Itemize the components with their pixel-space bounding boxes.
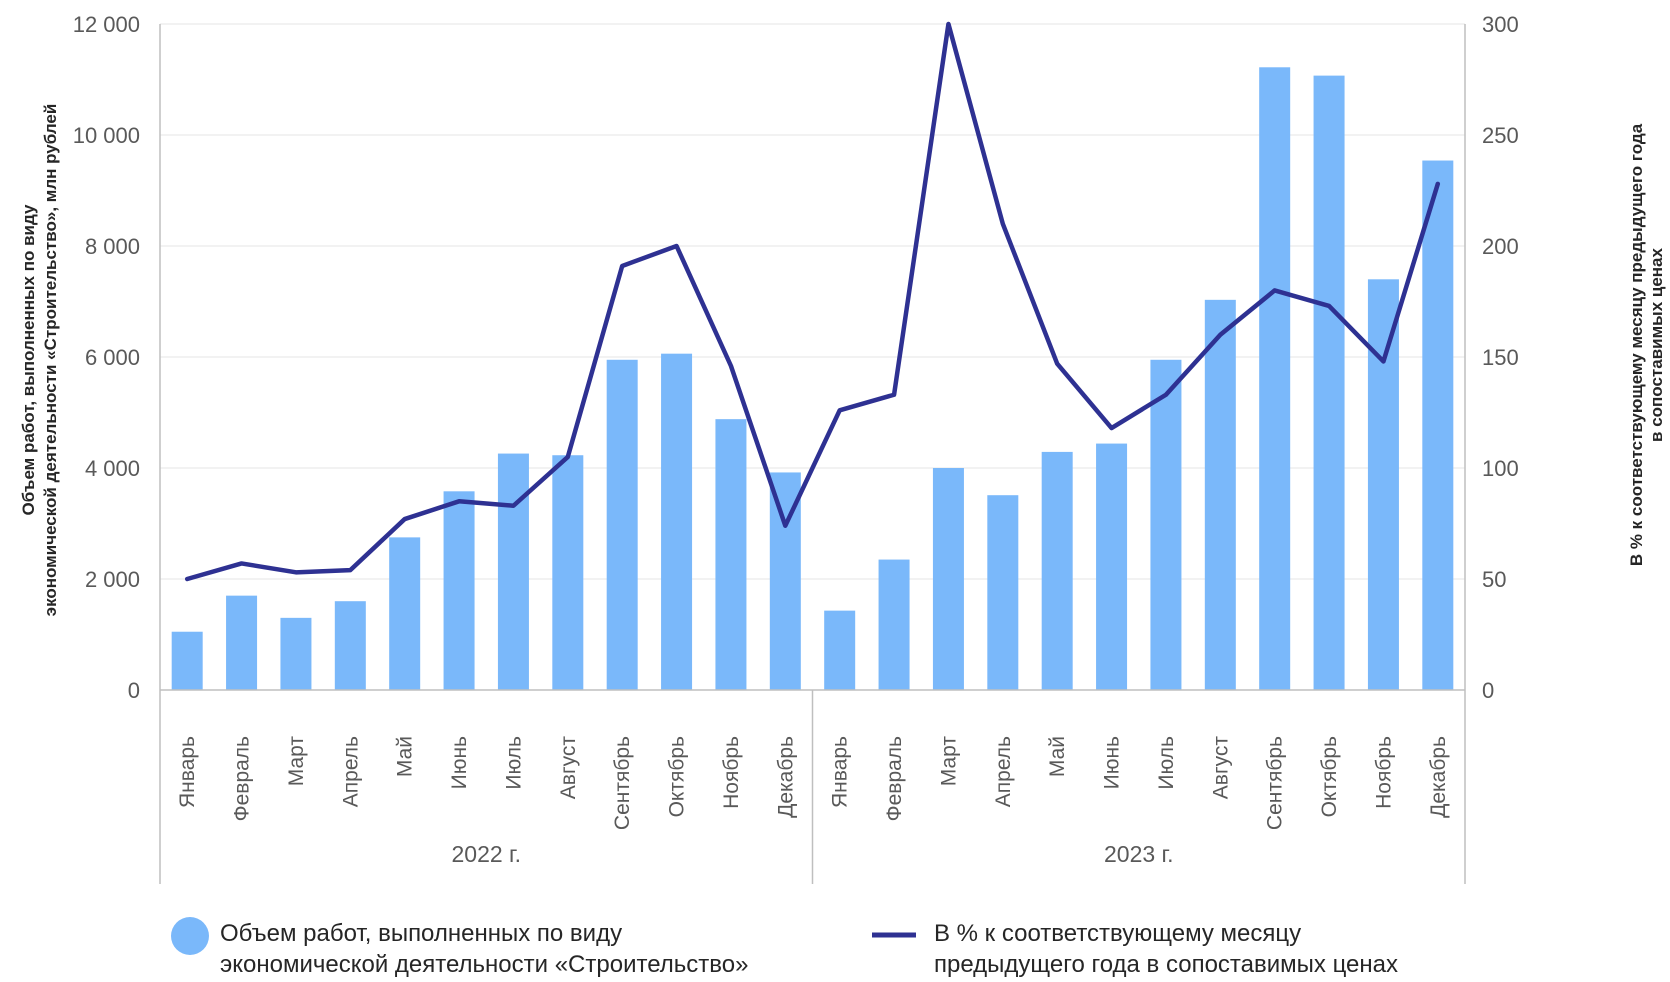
bar [443,491,475,690]
right-tick-label: 250 [1482,123,1519,148]
bar [932,468,964,690]
year-label: 2022 г. [451,841,521,867]
legend-line-line-1: В % к соответствующему месяцу [934,920,1302,947]
left-axis-ticks: 0 2 000 4 000 6 000 8 000 10 000 12 000 [73,12,140,703]
bar [715,419,747,690]
legend-bar-line-1: Объем работ, выполненных по виду [220,920,623,947]
month-label: Июль [1155,736,1178,790]
month-label: Сентябрь [611,736,634,830]
month-label: Август [557,736,580,800]
left-tick-label: 6 000 [85,345,140,370]
bar [1204,299,1236,690]
axes [159,24,1466,884]
legend-bar-line-2: экономической деятельности «Строительств… [220,951,749,978]
right-axis-title-line-1: В % к соответствующему месяцу предыдущег… [1627,123,1646,566]
right-tick-label: 100 [1482,456,1519,481]
month-label: Апрель [992,736,1015,807]
gridlines [160,23,1465,580]
bar [1150,359,1182,690]
month-label: Июнь [448,736,471,789]
left-tick-label: 10 000 [73,123,140,148]
bar [1367,279,1399,690]
month-label: Август [1209,736,1232,800]
bar [334,601,366,690]
left-axis-title-line-2: экономической деятельности «Строительств… [41,104,60,617]
month-label: Январь [829,736,852,808]
bar [1041,451,1073,690]
month-label: Октябрь [1318,736,1341,817]
month-label: Июль [502,736,525,790]
bar [497,453,529,690]
bar [606,359,638,690]
axis-titles: Объем работ, выполненных по виду экономич… [19,104,1666,617]
legend-line-line-2: предыдущего года в сопоставимых ценах [934,951,1399,978]
month-label: Февраль [883,736,906,821]
bar [280,617,312,690]
left-tick-label: 12 000 [73,12,140,37]
left-tick-label: 0 [128,678,140,703]
legend-line-label: В % к соответствующему месяцу предыдущег… [934,918,1398,980]
month-label: Октябрь [666,736,689,817]
bar [987,495,1019,690]
right-tick-label: 50 [1482,567,1506,592]
bar [661,353,693,690]
month-label: Апрель [339,736,362,807]
month-label: Январь [176,736,199,808]
right-axis-title-line-2: в сопоставимых ценах [1647,247,1666,441]
month-label: Ноябрь [720,736,743,809]
right-tick-label: 200 [1482,234,1519,259]
month-label: Ноябрь [1372,736,1395,809]
month-label: Декабрь [774,736,797,818]
x-axis-labels: 2022 г. 2023 г. Январь Февраль Март Апрель Май… [176,736,1450,867]
line-series [184,21,1441,582]
bar [552,455,584,690]
left-tick-label: 2 000 [85,567,140,592]
legend-bar-marker [171,917,209,955]
month-label: Март [285,736,308,787]
bar [824,610,856,690]
month-label: Июнь [1101,736,1124,789]
month-label: Март [937,736,960,787]
left-tick-label: 8 000 [85,234,140,259]
month-label: Декабрь [1427,736,1450,818]
bar-series [171,67,1454,691]
month-label: Сентябрь [1264,736,1287,830]
month-label: Февраль [231,736,254,821]
right-tick-label: 150 [1482,345,1519,370]
bar [1096,443,1128,690]
left-tick-label: 4 000 [85,456,140,481]
bar [1422,160,1454,690]
bar [1259,67,1291,691]
right-axis-ticks: 0 50 100 150 200 250 300 [1482,12,1519,703]
right-tick-label: 0 [1482,678,1494,703]
legend-line-marker [872,932,916,938]
bar [878,559,910,690]
line-path [184,21,1441,582]
left-axis-title-line-1: Объем работ, выполненных по виду [19,204,38,515]
bar [171,631,203,690]
bar [226,595,258,690]
right-tick-label: 300 [1482,12,1519,37]
legend-bar-label: Объем работ, выполненных по виду экономи… [220,918,748,980]
bar [1313,75,1345,691]
month-label: Май [1046,736,1069,777]
month-label: Май [394,736,417,777]
year-label: 2023 г. [1104,841,1174,867]
bar [389,537,421,690]
